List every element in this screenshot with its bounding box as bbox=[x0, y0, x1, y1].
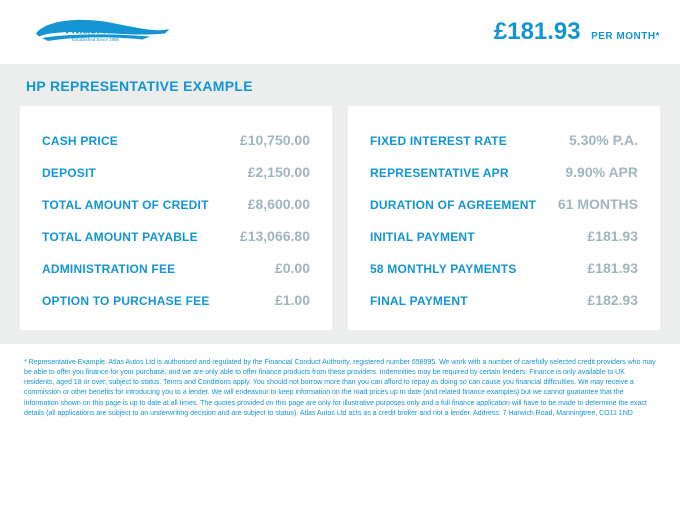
finance-row-value: £181.93 bbox=[587, 260, 638, 276]
finance-row-value: £181.93 bbox=[587, 228, 638, 244]
finance-row: 58 MONTHLY PAYMENTS £181.93 bbox=[370, 252, 638, 284]
price-amount: £181.93 bbox=[494, 18, 581, 46]
finance-row: OPTION TO PURCHASE FEE £1.00 bbox=[42, 284, 310, 316]
finance-row: REPRESENTATIVE APR 9.90% APR bbox=[370, 156, 638, 188]
finance-row: CASH PRICE £10,750.00 bbox=[42, 124, 310, 156]
finance-row: TOTAL AMOUNT PAYABLE £13,066.80 bbox=[42, 220, 310, 252]
finance-row-label: 58 MONTHLY PAYMENTS bbox=[370, 262, 517, 276]
finance-row-label: INITIAL PAYMENT bbox=[370, 230, 475, 244]
svg-text:AtlasAutos: AtlasAutos bbox=[65, 22, 133, 37]
finance-row-value: 5.30% P.A. bbox=[569, 132, 638, 148]
finance-row-label: TOTAL AMOUNT PAYABLE bbox=[42, 230, 198, 244]
finance-row-label: ADMINISTRATION FEE bbox=[42, 262, 175, 276]
finance-card-right: FIXED INTEREST RATE 5.30% P.A. REPRESENTAT… bbox=[348, 106, 660, 330]
finance-row: DEPOSIT £2,150.00 bbox=[42, 156, 310, 188]
finance-panel: HP REPRESENTATIVE EXAMPLE CASH PRICE £10,… bbox=[0, 64, 680, 344]
finance-row-value: 9.90% APR bbox=[565, 164, 638, 180]
finance-row-value: £10,750.00 bbox=[240, 132, 310, 148]
finance-row-value: 61 MONTHS bbox=[558, 196, 638, 212]
finance-row: ADMINISTRATION FEE £0.00 bbox=[42, 252, 310, 284]
disclaimer-text: * Representative Example. Atlas Autos Lt… bbox=[24, 358, 656, 419]
finance-row: INITIAL PAYMENT £181.93 bbox=[370, 220, 638, 252]
finance-row-label: FIXED INTEREST RATE bbox=[370, 134, 507, 148]
finance-row-value: £0.00 bbox=[275, 260, 310, 276]
finance-row: TOTAL AMOUNT OF CREDIT £8,600.00 bbox=[42, 188, 310, 220]
finance-cards: CASH PRICE £10,750.00 DEPOSIT £2,150.00 TOTA… bbox=[20, 106, 660, 330]
finance-row-label: DEPOSIT bbox=[42, 166, 96, 180]
price-suffix: PER MONTH* bbox=[591, 31, 660, 42]
finance-row-value: £13,066.80 bbox=[240, 228, 310, 244]
finance-row-label: REPRESENTATIVE APR bbox=[370, 166, 509, 180]
finance-row-label: CASH PRICE bbox=[42, 134, 118, 148]
finance-row-value: £8,600.00 bbox=[248, 196, 310, 212]
finance-row-value: £182.93 bbox=[587, 292, 638, 308]
footer: * Representative Example. Atlas Autos Lt… bbox=[0, 344, 680, 419]
svg-text:Established Since 1986: Established Since 1986 bbox=[72, 37, 120, 42]
finance-row-label: DURATION OF AGREEMENT bbox=[370, 198, 536, 212]
header: AtlasAutos Established Since 1986 £181.9… bbox=[0, 0, 680, 64]
brand-logo: AtlasAutos Established Since 1986 bbox=[30, 11, 180, 53]
monthly-price: £181.93 PER MONTH* bbox=[494, 18, 660, 46]
finance-row: DURATION OF AGREEMENT 61 MONTHS bbox=[370, 188, 638, 220]
finance-row: FINAL PAYMENT £182.93 bbox=[370, 284, 638, 316]
section-title: HP REPRESENTATIVE EXAMPLE bbox=[26, 78, 660, 94]
finance-row-label: FINAL PAYMENT bbox=[370, 294, 468, 308]
finance-card-left: CASH PRICE £10,750.00 DEPOSIT £2,150.00 TOTA… bbox=[20, 106, 332, 330]
finance-row: FIXED INTEREST RATE 5.30% P.A. bbox=[370, 124, 638, 156]
finance-row-label: TOTAL AMOUNT OF CREDIT bbox=[42, 198, 209, 212]
car-logo-icon: AtlasAutos Established Since 1986 bbox=[30, 11, 180, 53]
finance-row-value: £1.00 bbox=[275, 292, 310, 308]
finance-row-value: £2,150.00 bbox=[248, 164, 310, 180]
finance-row-label: OPTION TO PURCHASE FEE bbox=[42, 294, 210, 308]
